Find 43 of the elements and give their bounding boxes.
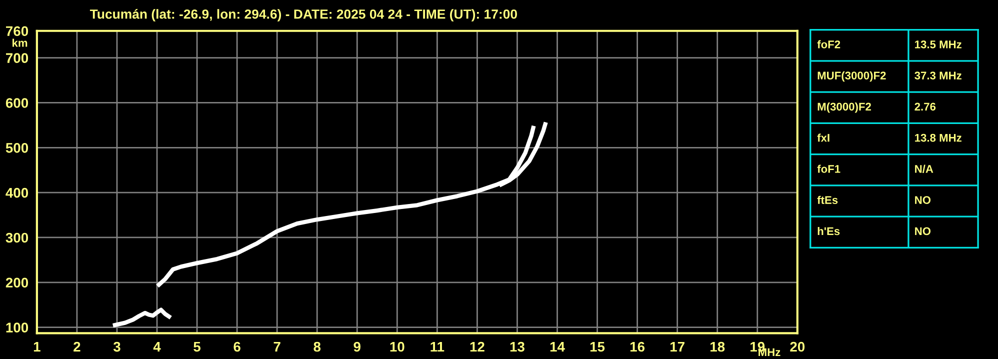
- chart-title: Tucumán (lat: -26.9, lon: 294.6) - DATE: 2025 04 24 - TIME (UT): 17:00: [90, 8, 517, 22]
- text: fxI: [817, 134, 830, 142]
- text: NO: [915, 196, 931, 204]
- y-tick-label: 100: [6, 322, 28, 332]
- text: MUF(3000)F2: [818, 71, 886, 82]
- y-tick-label: 700: [6, 53, 28, 63]
- y-axis-title: km: [12, 38, 28, 47]
- x-tick-label: 14: [550, 342, 565, 352]
- x-tick-label: 11: [430, 342, 444, 352]
- x-tick-label: 12: [470, 342, 484, 352]
- x-tick-label: 2: [74, 342, 80, 352]
- x-tick-label: 20: [790, 342, 805, 352]
- x-tick-label: 15: [590, 342, 605, 352]
- x-tick-label: 10: [390, 342, 404, 352]
- x-tick-label: 7: [274, 342, 280, 352]
- text: 13.8 MHz: [915, 134, 962, 142]
- x-tick-label: 13: [510, 342, 524, 352]
- text: 2.76: [914, 102, 936, 111]
- x-tick-label: 5: [194, 342, 200, 352]
- text: foF1: [817, 164, 840, 173]
- text: foF2: [817, 40, 840, 48]
- x-tick-label: 6: [234, 342, 240, 352]
- y-tick-label: 760: [6, 26, 28, 36]
- text: M(3000)F2: [818, 102, 871, 113]
- x-tick-label: 8: [314, 342, 321, 352]
- x-tick-label: 9: [354, 342, 360, 352]
- y-tick-label: 300: [6, 232, 28, 243]
- x-tick-label: 3: [113, 342, 120, 352]
- text: 13.5 MHz: [915, 40, 962, 48]
- y-tick-label: 600: [6, 98, 28, 108]
- text: NO: [915, 227, 931, 236]
- y-tick-label: 500: [6, 142, 28, 153]
- y-tick-label: 200: [6, 278, 28, 288]
- x-tick-label: 18: [710, 342, 725, 352]
- text: N/A: [915, 164, 934, 173]
- y-tick-label: 400: [6, 188, 28, 198]
- text: ftEs: [817, 196, 838, 204]
- text: 37.3 MHz: [914, 72, 962, 80]
- text: h'Es: [818, 226, 840, 236]
- x-tick-label: 1: [34, 342, 40, 352]
- x-tick-label: 4: [153, 342, 161, 352]
- x-tick-label: 16: [630, 342, 645, 352]
- x-tick-label: 17: [670, 342, 684, 352]
